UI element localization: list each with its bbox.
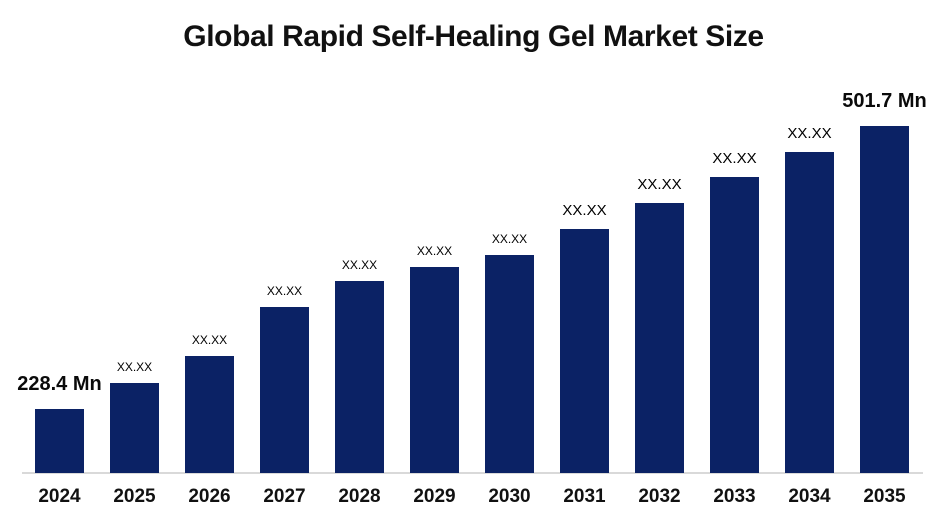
bar-2033 bbox=[710, 177, 759, 473]
x-tick-2034: 2034 bbox=[788, 486, 831, 507]
bar-2030 bbox=[485, 255, 534, 473]
value-label-2029: XX.XX bbox=[416, 244, 453, 259]
x-tick-2028: 2028 bbox=[338, 486, 381, 507]
x-tick-2029: 2029 bbox=[413, 486, 456, 507]
bar-2029 bbox=[410, 267, 459, 473]
value-label-2024: 228.4 Mn bbox=[17, 373, 102, 395]
x-tick-2032: 2032 bbox=[638, 486, 681, 507]
x-tick-2027: 2027 bbox=[263, 486, 306, 507]
bar-2024 bbox=[35, 409, 84, 473]
value-label-2028: XX.XX bbox=[341, 258, 378, 273]
bar-2026 bbox=[185, 356, 234, 473]
x-tick-2026: 2026 bbox=[188, 486, 231, 507]
bar-2031 bbox=[560, 229, 609, 473]
x-tick-2031: 2031 bbox=[563, 486, 606, 507]
x-tick-2024: 2024 bbox=[38, 486, 81, 507]
bar-2035 bbox=[860, 126, 909, 473]
value-label-2032: XX.XX bbox=[637, 175, 682, 193]
value-label-2025: XX.XX bbox=[116, 360, 153, 375]
chart-title: Global Rapid Self-Healing Gel Market Siz… bbox=[183, 20, 764, 53]
value-label-2026: XX.XX bbox=[191, 333, 228, 348]
bar-2034 bbox=[785, 152, 834, 473]
value-label-2033: XX.XX bbox=[712, 149, 757, 167]
x-tick-2035: 2035 bbox=[863, 486, 906, 507]
value-label-2034: XX.XX bbox=[787, 124, 832, 142]
x-axis-line bbox=[22, 472, 923, 474]
bar-2032 bbox=[635, 203, 684, 473]
x-tick-2030: 2030 bbox=[488, 486, 531, 507]
bar-2025 bbox=[110, 383, 159, 473]
bar-2028 bbox=[335, 281, 384, 473]
bar-2027 bbox=[260, 307, 309, 473]
x-tick-2025: 2025 bbox=[113, 486, 156, 507]
value-label-2027: XX.XX bbox=[266, 284, 303, 299]
value-label-2030: XX.XX bbox=[491, 232, 528, 247]
value-label-2035: 501.7 Mn bbox=[842, 90, 927, 112]
x-tick-2033: 2033 bbox=[713, 486, 756, 507]
value-label-2031: XX.XX bbox=[562, 201, 607, 219]
